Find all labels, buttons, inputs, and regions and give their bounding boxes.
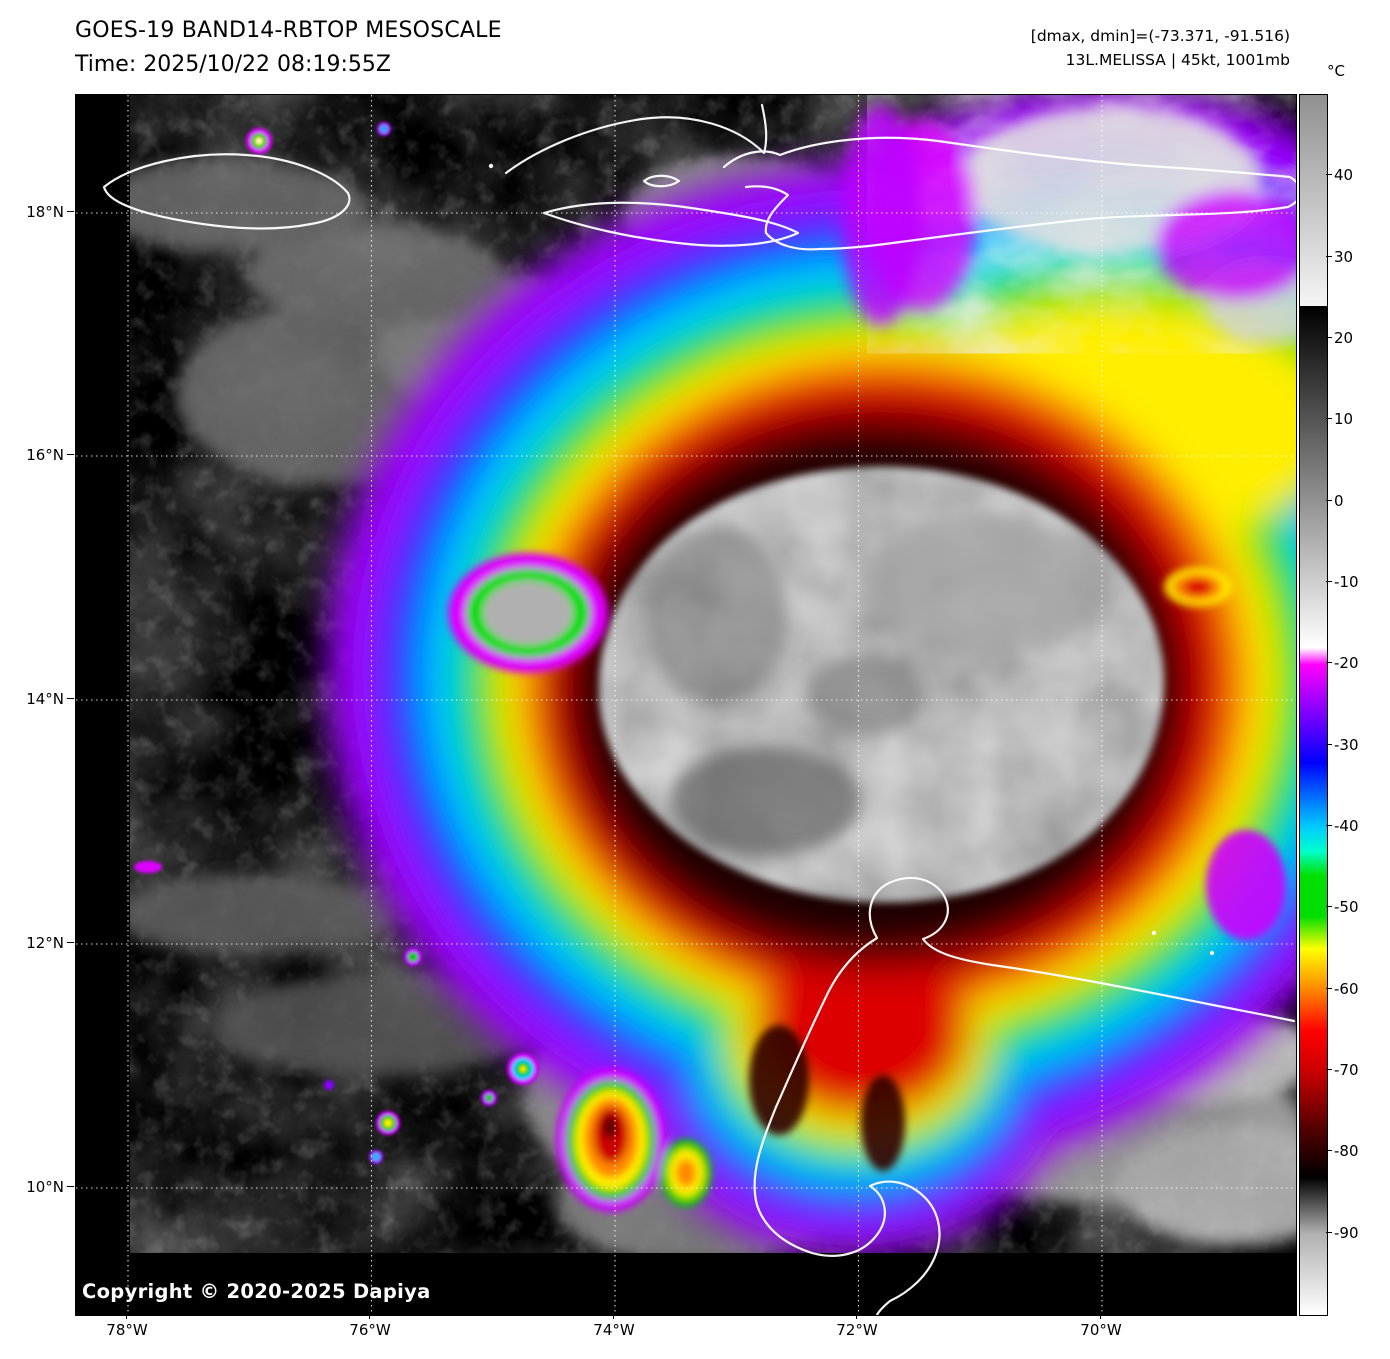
- lon-label-74w: 74°W: [579, 1313, 649, 1340]
- curacao-island: [1209, 950, 1215, 956]
- small-island: [488, 163, 494, 169]
- cdo-shading: [646, 517, 1101, 856]
- colorbar-tick-n80: -80: [1326, 1141, 1384, 1161]
- lon-label-72w: 72°W: [822, 1313, 892, 1340]
- colorbar-tick-n70: -70: [1326, 1060, 1384, 1080]
- colorbar: [1299, 94, 1328, 1316]
- storm-info-annotation: 13L.MELISSA | 45kt, 1001mb: [1065, 51, 1290, 69]
- hispaniola-coastline: [722, 136, 1296, 251]
- lat-label-12n: 12°N: [0, 933, 74, 953]
- figure-time: Time: 2025/10/22 08:19:55Z: [75, 52, 391, 77]
- west-hook-feature: [448, 553, 608, 673]
- colorbar-tick-n40: -40: [1326, 816, 1384, 836]
- tiburon-peninsula: [542, 201, 800, 247]
- figure-title: GOES-19 BAND14-RBTOP MESOSCALE: [75, 18, 502, 43]
- graticule-gridlines: [76, 95, 1296, 1315]
- coastlines: [102, 103, 1296, 1315]
- tail-cold-cells: [749, 1025, 905, 1171]
- colorbar-tick-n60: -60: [1326, 979, 1384, 999]
- colorbar-tick-0: 0: [1326, 491, 1384, 511]
- jamaica-coastline: [102, 153, 351, 230]
- sector-edges: [76, 95, 1296, 1315]
- colorbar-tick-n30: -30: [1326, 735, 1384, 755]
- colorbar-tick-40: 40: [1326, 165, 1384, 185]
- lat-label-14n: 14°N: [0, 689, 74, 709]
- south-convective-blob: [556, 1068, 712, 1212]
- lat-label-16n: 16°N: [0, 445, 74, 465]
- east-edge-patches: [1164, 567, 1286, 940]
- colorbar-tick-n10: -10: [1326, 572, 1384, 592]
- lon-label-78w: 78°W: [92, 1313, 162, 1340]
- lat-label-10n: 10°N: [0, 1177, 74, 1197]
- colorbar-unit-label: °C: [1327, 62, 1345, 80]
- aruba-island: [1151, 930, 1157, 936]
- satellite-image: [76, 95, 1296, 1315]
- colorbar-tick-n50: -50: [1326, 897, 1384, 917]
- south-america-west-coast: [753, 1105, 941, 1315]
- lon-label-70w: 70°W: [1066, 1313, 1136, 1340]
- convective-speckles: [134, 122, 539, 1164]
- copyright-text: Copyright © 2020-2025 Dapiya: [82, 1280, 431, 1303]
- cuba-coastline: [504, 103, 768, 175]
- gonave-island: [642, 174, 681, 188]
- colorbar-tick-n90: -90: [1326, 1223, 1384, 1243]
- lon-label-76w: 76°W: [335, 1313, 405, 1340]
- colorbar-tick-20: 20: [1326, 328, 1384, 348]
- satellite-map-panel: [75, 94, 1297, 1316]
- dmax-dmin-annotation: [dmax, dmin]=(-73.371, -91.516): [1030, 27, 1290, 45]
- colorbar-tick-n20: -20: [1326, 653, 1384, 673]
- south-america-north-coast: [774, 876, 1296, 1109]
- colorbar-tick-30: 30: [1326, 247, 1384, 267]
- colorbar-tick-10: 10: [1326, 409, 1384, 429]
- lat-label-18n: 18°N: [0, 202, 74, 222]
